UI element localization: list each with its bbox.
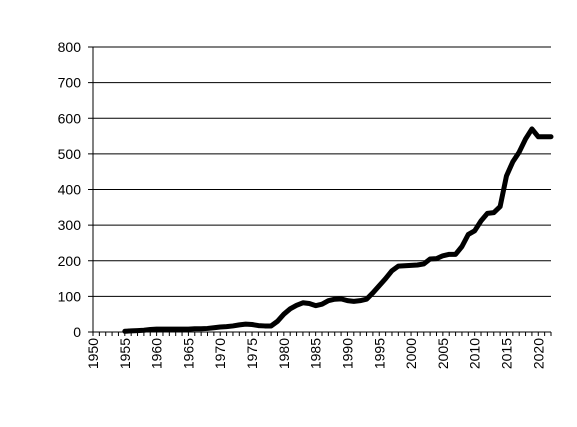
y-tick-labels: 0 100 200 300 400 500 600 700 800 (58, 39, 82, 340)
x-tick-label: 1955 (117, 338, 133, 369)
y-tick-label: 100 (58, 288, 82, 304)
x-tick-label: 1995 (371, 338, 387, 369)
x-tick-labels: 1950 1955 1960 1965 1970 1975 1980 1985 1990 1995… (85, 338, 546, 369)
x-tick-label: 2010 (467, 338, 483, 369)
x-tick-label: 2020 (530, 338, 546, 369)
series-layer (122, 126, 554, 334)
x-tick-label: 1970 (212, 338, 228, 369)
x-tick-label: 1980 (276, 338, 292, 369)
y-tick-label: 500 (58, 146, 82, 162)
x-tick-label: 2000 (403, 338, 419, 369)
axes (88, 46, 552, 336)
y-tick-label: 300 (58, 217, 82, 233)
x-tick-label: 1990 (339, 338, 355, 369)
y-tick-label: 700 (58, 75, 82, 91)
x-tick-label: 1965 (180, 338, 196, 369)
y-tick-label: 400 (58, 182, 82, 198)
gridlines (93, 46, 551, 297)
y-tick-label: 600 (58, 110, 82, 126)
series-line (122, 126, 554, 334)
x-tick-label: 1950 (85, 338, 101, 369)
y-tick-label: 800 (58, 39, 82, 55)
x-tick-label: 1985 (308, 338, 324, 369)
x-tick-label: 2005 (435, 338, 451, 369)
x-tick-label: 1975 (244, 338, 260, 369)
x-tick-label: 2015 (498, 338, 514, 369)
y-tick-label: 0 (73, 324, 81, 340)
x-tick-label: 1960 (149, 338, 165, 369)
y-tick-label: 200 (58, 253, 82, 269)
